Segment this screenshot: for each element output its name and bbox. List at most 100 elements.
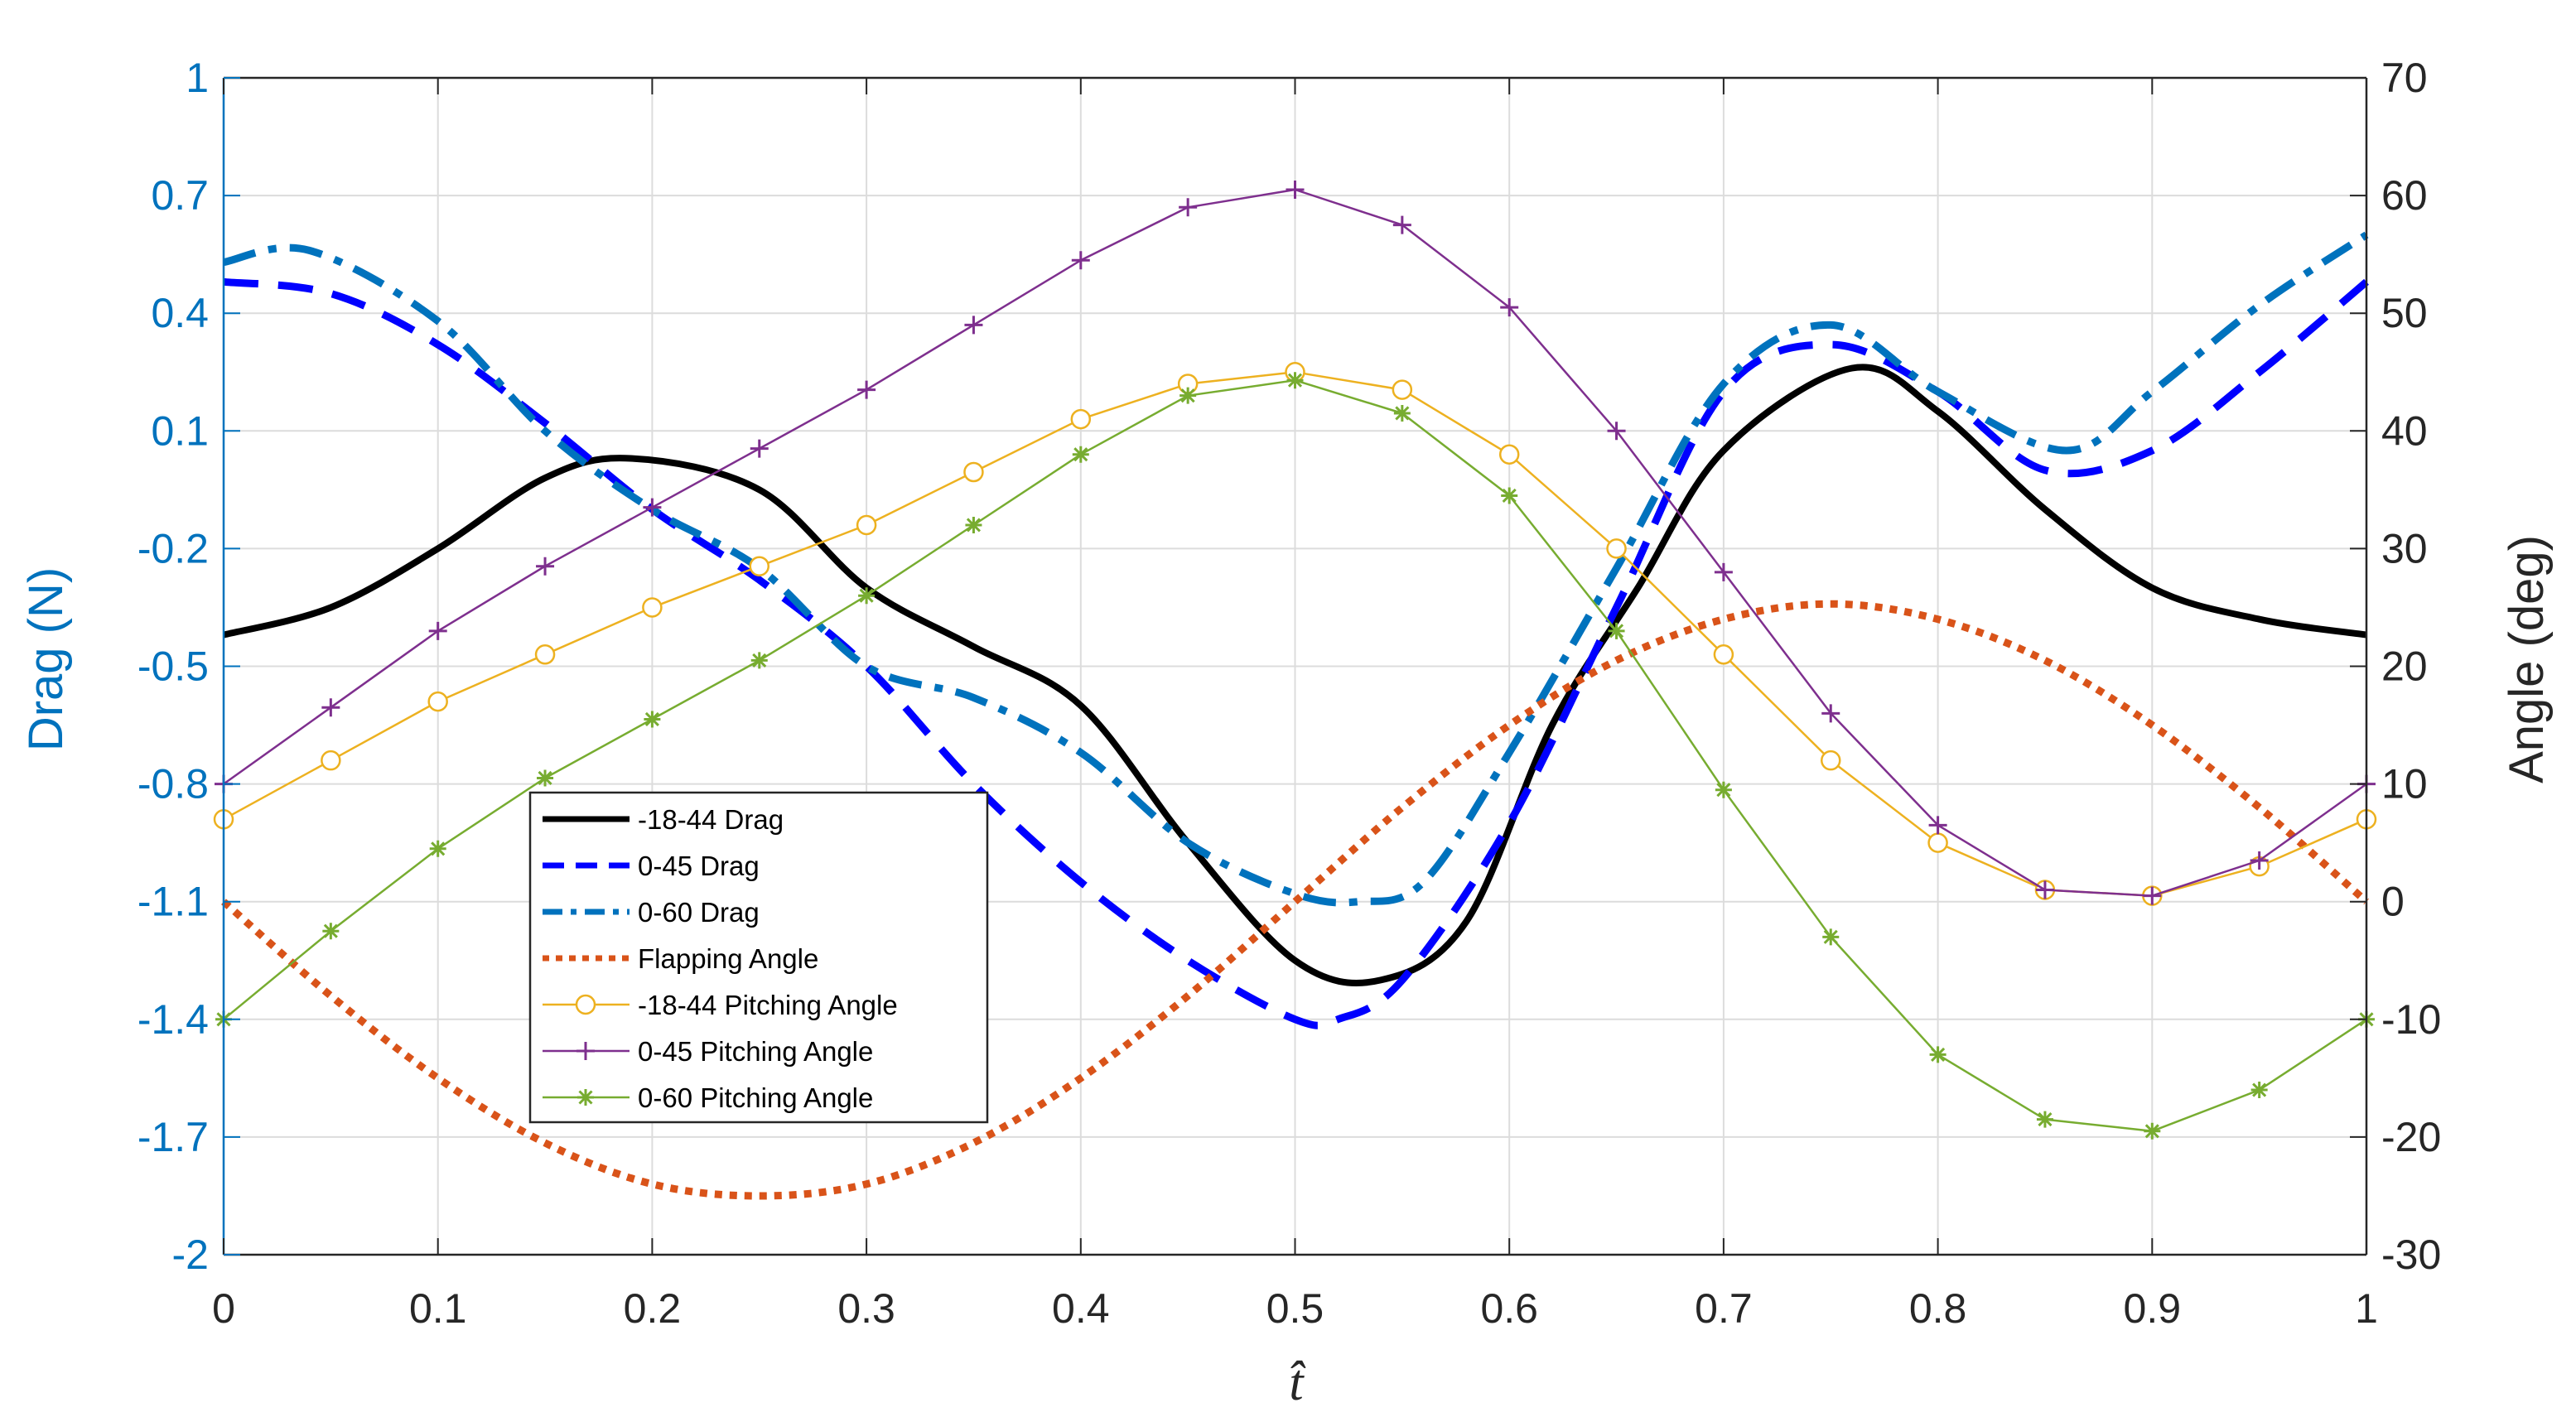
series-layer xyxy=(213,180,2377,1200)
data-point xyxy=(2035,880,2054,899)
y-left-tick-label: -2 xyxy=(172,1232,209,1278)
data-point xyxy=(857,380,876,399)
legend-label: -18-44 Pitching Angle xyxy=(638,990,898,1020)
data-point xyxy=(856,514,877,536)
data-point xyxy=(1608,622,1625,639)
data-point xyxy=(964,316,983,335)
x-tick-label: 0.2 xyxy=(624,1285,682,1332)
data-point xyxy=(643,498,662,517)
data-point xyxy=(1607,422,1626,441)
legend-entry: 0-60 Pitching Angle xyxy=(543,1082,873,1113)
y-axis-left-label: Drag (N) xyxy=(19,567,73,751)
y-right-tick-label: 60 xyxy=(2381,172,2428,219)
series-line xyxy=(223,231,2369,907)
data-point xyxy=(1713,644,1734,665)
data-point xyxy=(1928,816,1947,835)
series-5 xyxy=(215,180,2376,905)
y-left-tick-label: -1.7 xyxy=(137,1114,209,1160)
data-point xyxy=(1071,251,1090,270)
series-1 xyxy=(223,277,2369,1029)
data-point xyxy=(537,769,554,787)
data-point xyxy=(1822,928,1840,946)
data-point xyxy=(2143,886,2162,905)
data-point xyxy=(644,711,661,728)
series-line xyxy=(223,364,2367,986)
y-right-tick-label: 20 xyxy=(2381,644,2428,690)
legend-label: 0-60 Pitching Angle xyxy=(638,1082,873,1113)
legend-label: 0-60 Drag xyxy=(638,897,760,928)
data-point xyxy=(1179,387,1197,404)
data-point xyxy=(534,644,556,665)
data-point xyxy=(1392,215,1411,234)
legend-label: 0-45 Pitching Angle xyxy=(638,1036,873,1067)
y-right-tick-label: 0 xyxy=(2381,879,2405,925)
data-point xyxy=(1286,372,1304,389)
data-point xyxy=(1392,379,1413,400)
legend-marker xyxy=(576,1042,595,1060)
data-point xyxy=(536,557,555,576)
data-point xyxy=(429,840,446,857)
legend-entry: -18-44 Drag xyxy=(543,804,784,835)
series-0 xyxy=(223,364,2367,986)
y-right-tick-label: -10 xyxy=(2381,996,2441,1043)
x-tick-label: 0.7 xyxy=(1695,1285,1753,1332)
data-point xyxy=(1498,444,1520,465)
y-left-tick-label: -1.4 xyxy=(137,996,209,1043)
data-point xyxy=(2144,1122,2161,1140)
x-tick-label: 0.9 xyxy=(2124,1285,2182,1332)
x-tick-label: 1 xyxy=(2355,1285,2378,1332)
y-left-tick-label: 0.4 xyxy=(151,290,209,336)
x-tick-label: 0.1 xyxy=(409,1285,467,1332)
data-point xyxy=(321,698,340,717)
data-point xyxy=(321,750,341,771)
data-point xyxy=(2250,1082,2268,1099)
tick-labels: 0 0.1 0.2 0.3 0.4 0.5 0.6 0.7 0.8 0.9 1 1 70 0.7 60 0.4… xyxy=(137,55,2441,1332)
y-left-tick-label: -0.8 xyxy=(137,761,209,807)
data-point xyxy=(1714,562,1733,581)
data-point xyxy=(642,597,663,618)
y-right-tick-label: -20 xyxy=(2381,1114,2441,1160)
y-left-tick-label: 0.7 xyxy=(151,172,209,219)
y-axis-right-label: Angle (deg) xyxy=(2500,535,2554,783)
data-point xyxy=(427,691,448,712)
legend-entry: 0-45 Drag xyxy=(543,851,760,881)
y-left-tick-label: -1.1 xyxy=(137,879,209,925)
axes xyxy=(222,76,2368,1256)
legend-marker xyxy=(575,994,596,1015)
series-6 xyxy=(215,372,2375,1140)
series-line xyxy=(223,277,2369,1029)
series-3 xyxy=(221,600,2369,1200)
data-point xyxy=(963,461,984,483)
data-point xyxy=(749,556,769,576)
x-tick-label: 0.3 xyxy=(837,1285,895,1332)
legend-box xyxy=(528,791,989,1124)
x-tick-label: 0.8 xyxy=(1909,1285,1967,1332)
y-left-tick-label: 1 xyxy=(186,55,209,101)
x-tick-label: 0.5 xyxy=(1266,1285,1324,1332)
y-left-tick-label: -0.5 xyxy=(137,644,209,690)
y-right-tick-label: 50 xyxy=(2381,290,2428,336)
x-tick-label: 0.6 xyxy=(1480,1285,1538,1332)
data-point xyxy=(322,923,340,940)
x-tick-label: 0.4 xyxy=(1052,1285,1110,1332)
legend-label: -18-44 Drag xyxy=(638,804,784,835)
data-point xyxy=(1500,298,1519,317)
data-point xyxy=(858,587,876,605)
series-line xyxy=(221,600,2369,1200)
y-left-tick-label: 0.1 xyxy=(151,407,209,454)
y-right-tick-label: 10 xyxy=(2381,761,2428,807)
data-point xyxy=(1070,408,1092,430)
legend-entry: 0-45 Pitching Angle xyxy=(543,1036,873,1067)
data-point xyxy=(1927,832,1948,853)
y-left-tick-label: -0.2 xyxy=(137,525,209,571)
x-tick-label: 0 xyxy=(212,1285,235,1332)
data-point xyxy=(1821,750,1841,771)
data-point xyxy=(965,516,982,533)
data-point xyxy=(2036,1111,2053,1128)
data-point xyxy=(750,439,769,458)
data-point xyxy=(1821,704,1840,723)
series-2 xyxy=(223,231,2369,907)
data-point xyxy=(1501,487,1518,504)
